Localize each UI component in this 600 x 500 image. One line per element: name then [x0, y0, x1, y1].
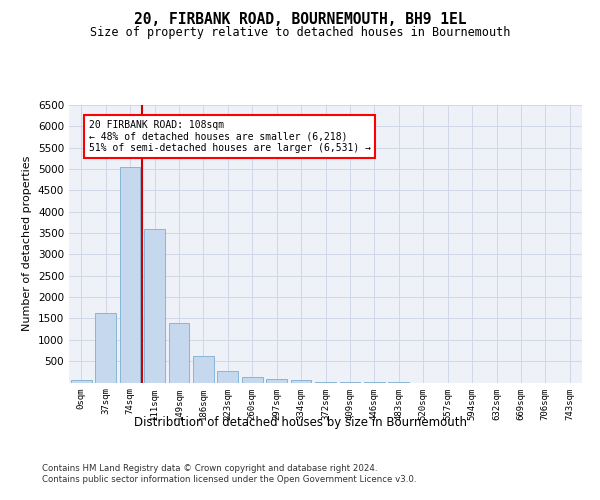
- Text: 20, FIRBANK ROAD, BOURNEMOUTH, BH9 1EL: 20, FIRBANK ROAD, BOURNEMOUTH, BH9 1EL: [134, 12, 466, 28]
- Text: Contains public sector information licensed under the Open Government Licence v3: Contains public sector information licen…: [42, 475, 416, 484]
- Text: Distribution of detached houses by size in Bournemouth: Distribution of detached houses by size …: [133, 416, 467, 429]
- Bar: [71, 380, 92, 382]
- Bar: [119, 167, 140, 382]
- Bar: [169, 322, 190, 382]
- Bar: [217, 371, 238, 382]
- Bar: [242, 377, 263, 382]
- Text: Contains HM Land Registry data © Crown copyright and database right 2024.: Contains HM Land Registry data © Crown c…: [42, 464, 377, 473]
- Bar: [290, 380, 311, 382]
- Y-axis label: Number of detached properties: Number of detached properties: [22, 156, 32, 332]
- Bar: [193, 356, 214, 382]
- Bar: [266, 379, 287, 382]
- Bar: [95, 314, 116, 382]
- Text: Size of property relative to detached houses in Bournemouth: Size of property relative to detached ho…: [90, 26, 510, 39]
- Bar: [144, 229, 165, 382]
- Text: 20 FIRBANK ROAD: 108sqm
← 48% of detached houses are smaller (6,218)
51% of semi: 20 FIRBANK ROAD: 108sqm ← 48% of detache…: [89, 120, 371, 153]
